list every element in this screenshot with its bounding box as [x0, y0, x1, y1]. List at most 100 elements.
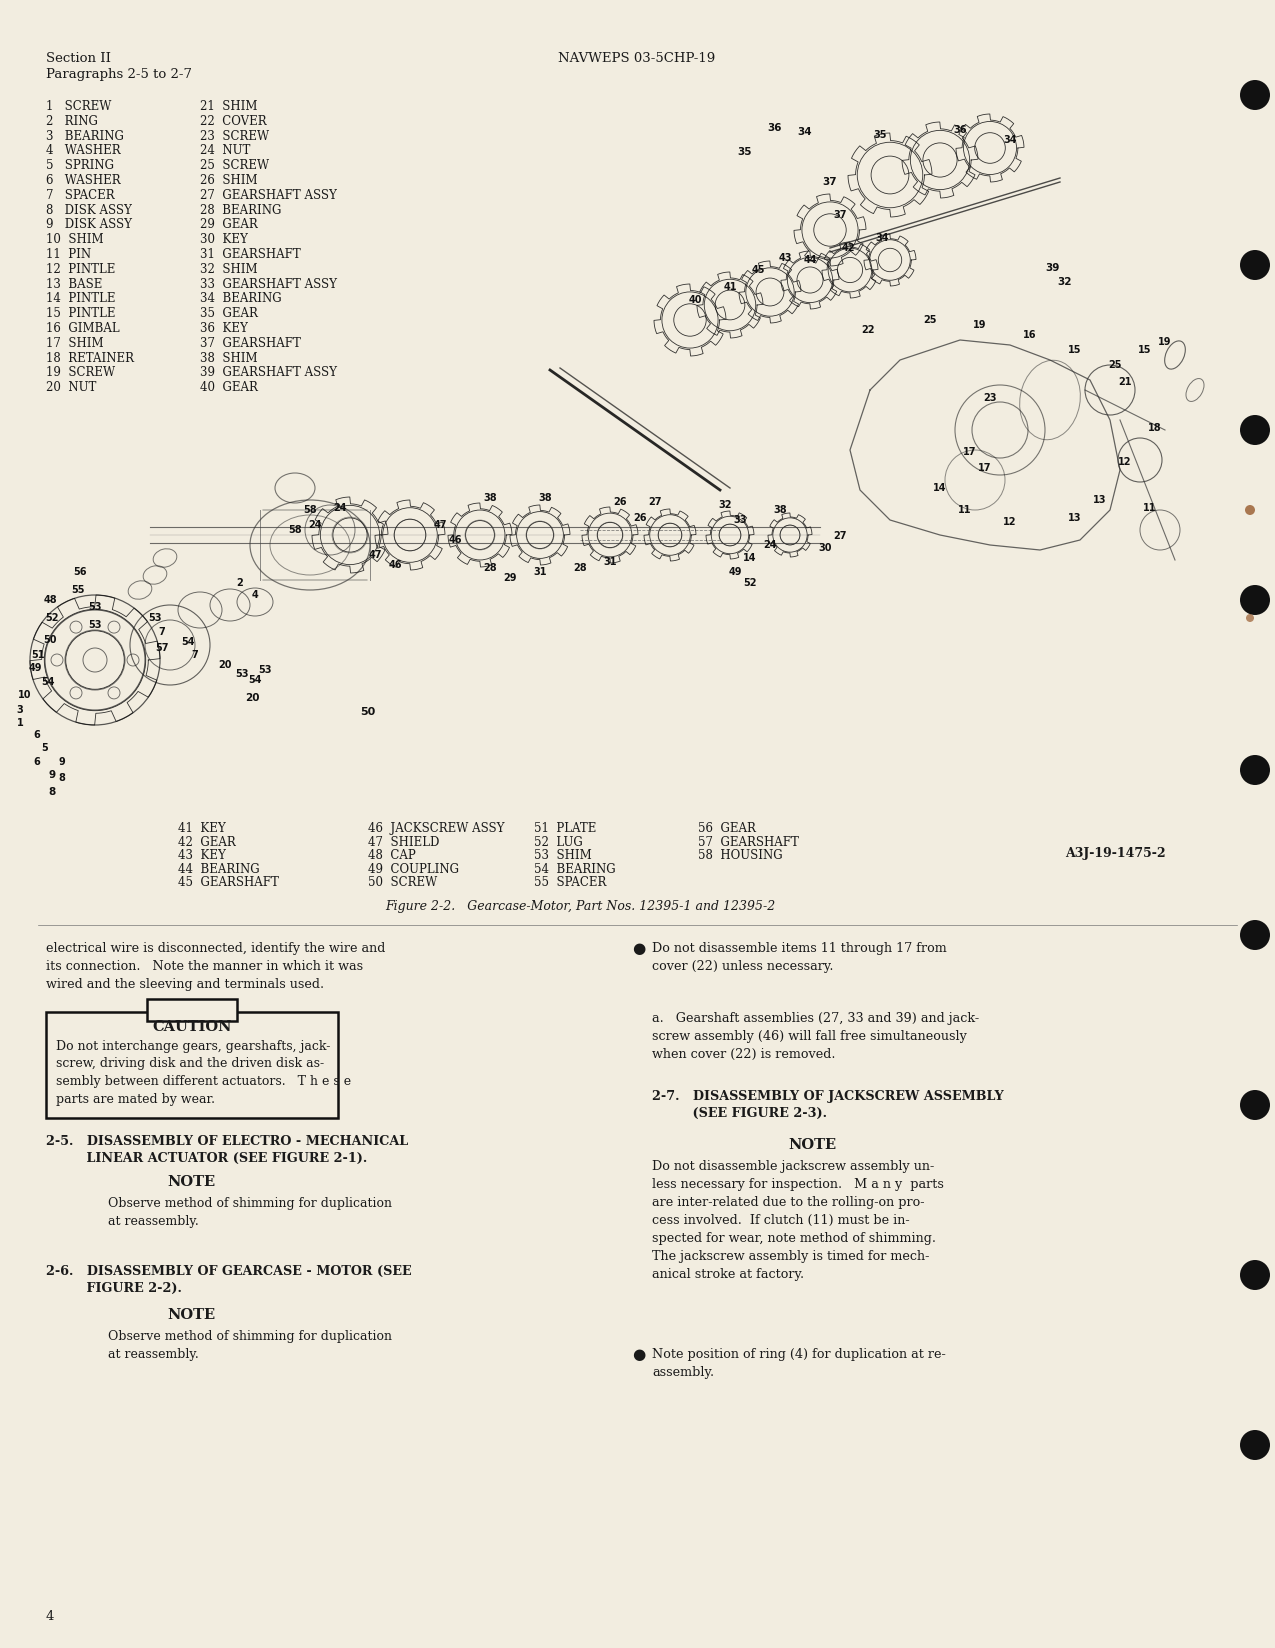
- Text: NOTE: NOTE: [167, 1309, 215, 1322]
- Text: 13: 13: [1093, 494, 1107, 504]
- Text: Figure 2-2.   Gearcase-Motor, Part Nos. 12395-1 and 12395-2: Figure 2-2. Gearcase-Motor, Part Nos. 12…: [385, 900, 775, 913]
- Text: 34: 34: [798, 127, 812, 137]
- Text: 8   DISK ASSY: 8 DISK ASSY: [46, 204, 131, 216]
- Text: 50: 50: [361, 707, 376, 717]
- Text: 11  PIN: 11 PIN: [46, 247, 91, 260]
- Text: 22: 22: [861, 325, 875, 335]
- Text: a.   Gearshaft assemblies (27, 33 and 39) and jack-
screw assembly (46) will fal: a. Gearshaft assemblies (27, 33 and 39) …: [652, 1012, 979, 1061]
- Text: 27  GEARSHAFT ASSY: 27 GEARSHAFT ASSY: [200, 190, 337, 201]
- Text: 42: 42: [842, 242, 854, 254]
- Text: Do not interchange gears, gearshafts, jack-
screw, driving disk and the driven d: Do not interchange gears, gearshafts, ja…: [56, 1040, 351, 1106]
- Text: 2: 2: [237, 578, 244, 588]
- Text: 30  KEY: 30 KEY: [200, 234, 247, 246]
- Text: 11: 11: [959, 504, 972, 516]
- Text: Note position of ring (4) for duplication at re-
assembly.: Note position of ring (4) for duplicatio…: [652, 1348, 946, 1379]
- Ellipse shape: [1241, 1089, 1270, 1121]
- Text: 4: 4: [251, 590, 259, 600]
- Text: 28  BEARING: 28 BEARING: [200, 204, 282, 216]
- Text: 53: 53: [88, 620, 102, 630]
- Text: ●: ●: [632, 943, 645, 956]
- Text: 2-5.   DISASSEMBLY OF ELECTRO - MECHANICAL
         LINEAR ACTUATOR (SEE FIGURE : 2-5. DISASSEMBLY OF ELECTRO - MECHANICAL…: [46, 1135, 408, 1165]
- Text: 49: 49: [28, 662, 42, 672]
- Text: 54: 54: [249, 676, 261, 686]
- Text: 18  RETAINER: 18 RETAINER: [46, 351, 134, 364]
- Text: 25  SCREW: 25 SCREW: [200, 160, 269, 171]
- Text: 53: 53: [259, 666, 272, 676]
- Ellipse shape: [1241, 1261, 1270, 1290]
- Text: 36  KEY: 36 KEY: [200, 321, 247, 335]
- Text: NAVWEPS 03-5CHP-19: NAVWEPS 03-5CHP-19: [558, 53, 715, 64]
- Text: 8: 8: [59, 773, 65, 783]
- Text: 12  PINTLE: 12 PINTLE: [46, 262, 115, 275]
- Text: 9   DISK ASSY: 9 DISK ASSY: [46, 219, 133, 231]
- Text: 5   SPRING: 5 SPRING: [46, 160, 113, 171]
- Text: 48: 48: [43, 595, 57, 605]
- Text: 37: 37: [822, 176, 838, 186]
- Text: 40  GEAR: 40 GEAR: [200, 381, 258, 394]
- Ellipse shape: [1246, 615, 1255, 621]
- Text: 35: 35: [738, 147, 752, 157]
- Text: 52: 52: [743, 578, 757, 588]
- Text: 6   WASHER: 6 WASHER: [46, 175, 121, 186]
- Text: 39: 39: [1044, 264, 1060, 274]
- Text: 26  SHIM: 26 SHIM: [200, 175, 258, 186]
- Text: 49: 49: [728, 567, 742, 577]
- Text: 30: 30: [819, 542, 831, 554]
- Text: 11: 11: [1144, 503, 1156, 513]
- Text: 23: 23: [983, 392, 997, 404]
- Text: 7: 7: [158, 626, 166, 638]
- Text: 58: 58: [303, 504, 316, 516]
- Text: NOTE: NOTE: [788, 1139, 836, 1152]
- Text: 35: 35: [873, 130, 886, 140]
- Text: 53  SHIM: 53 SHIM: [534, 849, 592, 862]
- Text: 32  SHIM: 32 SHIM: [200, 262, 258, 275]
- Text: Paragraphs 2-5 to 2-7: Paragraphs 2-5 to 2-7: [46, 68, 193, 81]
- Text: 14: 14: [743, 554, 757, 564]
- Text: 9: 9: [48, 770, 56, 780]
- Text: 43  KEY: 43 KEY: [179, 849, 226, 862]
- Text: 31: 31: [533, 567, 547, 577]
- Text: 26: 26: [613, 498, 627, 508]
- Text: CAUTION: CAUTION: [152, 1020, 232, 1033]
- Text: 40: 40: [688, 295, 701, 305]
- Text: 2-6.   DISASSEMBLY OF GEARCASE - MOTOR (SEE
         FIGURE 2-2).: 2-6. DISASSEMBLY OF GEARCASE - MOTOR (SE…: [46, 1266, 412, 1295]
- Text: 4   WASHER: 4 WASHER: [46, 145, 121, 158]
- Text: 22  COVER: 22 COVER: [200, 115, 266, 129]
- Text: 5: 5: [42, 743, 48, 753]
- Text: 50  SCREW: 50 SCREW: [368, 877, 437, 888]
- Text: 51  PLATE: 51 PLATE: [534, 822, 597, 836]
- Bar: [147, 999, 237, 1022]
- Text: 2   RING: 2 RING: [46, 115, 98, 129]
- Text: NOTE: NOTE: [167, 1175, 215, 1188]
- Bar: [46, 1012, 338, 1117]
- Text: 27: 27: [834, 531, 847, 541]
- Text: 17: 17: [978, 463, 992, 473]
- Text: 47: 47: [368, 550, 381, 560]
- Text: 38: 38: [483, 493, 497, 503]
- Text: 35  GEAR: 35 GEAR: [200, 307, 258, 320]
- Text: 34: 34: [1003, 135, 1016, 145]
- Text: 31: 31: [603, 557, 617, 567]
- Text: 36: 36: [954, 125, 966, 135]
- Text: 14: 14: [933, 483, 947, 493]
- Text: 34: 34: [875, 232, 889, 242]
- Text: A3J-19-1475-2: A3J-19-1475-2: [1065, 847, 1165, 860]
- Text: 25: 25: [923, 315, 937, 325]
- Text: 29  GEAR: 29 GEAR: [200, 219, 258, 231]
- Ellipse shape: [1241, 81, 1270, 110]
- Text: 20: 20: [245, 694, 259, 704]
- Text: 54  BEARING: 54 BEARING: [534, 862, 616, 875]
- Text: 9: 9: [59, 756, 65, 766]
- Text: 37  GEARSHAFT: 37 GEARSHAFT: [200, 336, 301, 349]
- Text: 52: 52: [45, 613, 59, 623]
- Text: 27: 27: [648, 498, 662, 508]
- Text: 12: 12: [1118, 456, 1132, 466]
- Text: 41: 41: [723, 282, 737, 292]
- Text: 6: 6: [33, 730, 41, 740]
- Text: 25: 25: [1108, 359, 1122, 371]
- Text: 34  BEARING: 34 BEARING: [200, 292, 282, 305]
- Text: 15  PINTLE: 15 PINTLE: [46, 307, 116, 320]
- Text: 19: 19: [973, 320, 987, 330]
- Text: 19: 19: [1158, 336, 1172, 348]
- Text: 29: 29: [504, 574, 516, 583]
